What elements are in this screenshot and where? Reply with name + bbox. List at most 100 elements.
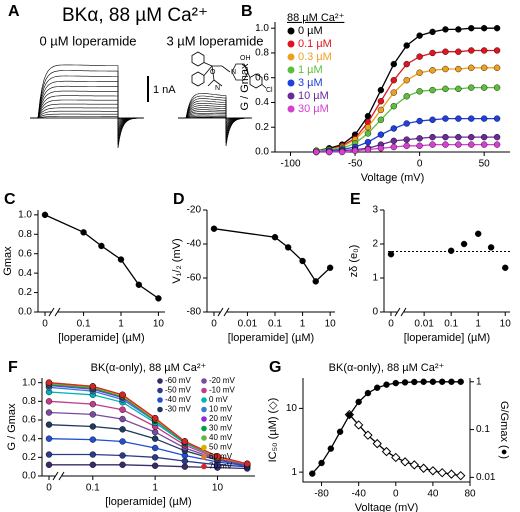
data-point	[480, 24, 488, 32]
y-tick-label: -20	[187, 205, 202, 216]
x-tick-label: 1	[475, 319, 481, 330]
data-point	[446, 469, 457, 479]
y-axis-label: IC₅₀ (µM) (◇)	[267, 398, 279, 463]
data-point	[442, 115, 449, 122]
data-point	[45, 461, 53, 468]
y-tick-label: 0.8	[18, 229, 32, 240]
x-tick-label: -100	[280, 159, 300, 170]
legend-label: -10 mV	[209, 386, 235, 395]
legend-label: 10 µM	[298, 90, 329, 102]
data-point	[377, 145, 385, 152]
data-point	[383, 381, 390, 388]
current-trace	[178, 93, 252, 147]
legend-label: 30 µM	[298, 103, 329, 115]
current-trace	[30, 75, 144, 142]
data-point	[468, 115, 475, 122]
x-tick-label: 0	[211, 319, 217, 330]
x-tick-label: 50	[479, 159, 491, 170]
data-point	[346, 411, 353, 419]
data-point	[468, 24, 475, 32]
legend-marker	[201, 406, 207, 413]
data-point	[363, 430, 373, 440]
data-point	[390, 102, 397, 110]
x-tick-label: -40	[351, 489, 366, 500]
x-tick-label: 0	[42, 319, 48, 330]
x-tick-label: 10	[153, 319, 165, 330]
data-point	[119, 415, 126, 423]
trace-label: 0 µM loperamide	[39, 33, 136, 48]
data-point	[89, 383, 97, 390]
data-point	[377, 106, 385, 114]
legend-label: 0 mV	[209, 395, 228, 404]
x-tick-label: 80	[464, 489, 476, 500]
legend-label: 3 µM	[298, 77, 323, 89]
x-axis-label: Voltage (mV)	[355, 502, 419, 512]
y-tick-label: 0.6	[18, 248, 32, 259]
data-point	[155, 295, 162, 302]
data-point	[468, 133, 475, 141]
data-point	[284, 244, 292, 251]
data-point	[244, 460, 251, 468]
data-point	[493, 84, 501, 91]
data-point	[429, 86, 436, 94]
legend-label: 40 mV	[209, 433, 233, 442]
axis-line	[206, 210, 335, 313]
data-point	[493, 141, 501, 148]
legend-label: 1 µM	[298, 64, 323, 76]
legend-label: 30 mV	[209, 424, 233, 433]
y-tick-label: 3	[372, 205, 378, 216]
data-point	[45, 379, 53, 386]
chart-title: BK(α-only), 88 µM Ca²⁺	[329, 362, 445, 374]
legend-label: 0.3 µM	[298, 51, 332, 63]
data-point	[98, 242, 105, 250]
legend-marker	[287, 27, 295, 35]
x-tick-label: -80	[314, 489, 329, 500]
y-axis-label: zδ (e₀)	[348, 245, 360, 278]
data-point	[214, 453, 221, 460]
x-tick-label: 40	[427, 489, 439, 500]
data-point	[364, 146, 372, 153]
scale-bar-label: 1 nA	[153, 84, 176, 96]
data-point	[416, 69, 423, 76]
data-point	[181, 438, 189, 445]
data-point	[364, 138, 372, 146]
data-point	[364, 124, 372, 131]
data-point	[456, 470, 466, 481]
data-point	[493, 133, 501, 141]
data-point	[390, 60, 397, 68]
data-point	[403, 136, 410, 143]
data-point	[377, 86, 385, 94]
y-axis-label: Gmax	[2, 246, 14, 276]
x-tick-label: -50	[348, 159, 363, 170]
data-point	[392, 379, 399, 387]
y-tick-label: 1	[372, 273, 378, 284]
axis-break	[52, 471, 65, 481]
panel-letter: G	[269, 359, 281, 376]
legend-marker	[201, 378, 207, 384]
legend-label: 50 mV	[209, 443, 233, 452]
data-point	[468, 141, 475, 148]
data-point	[468, 84, 475, 91]
data-point	[480, 141, 488, 148]
y-tick-label: -40	[187, 239, 202, 250]
data-point	[416, 142, 423, 150]
y-tick-label: 0.8	[255, 48, 269, 59]
panel-letter: C	[4, 191, 16, 208]
data-point	[455, 133, 462, 141]
data-point	[351, 147, 359, 154]
legend-marker	[287, 79, 295, 87]
chart-title: BK(α-only), 88 µM Ca²⁺	[91, 362, 207, 374]
data-point	[416, 32, 423, 39]
data-point	[181, 457, 189, 465]
y-axis-label: G / Gmax	[239, 63, 251, 111]
data-point	[416, 117, 423, 125]
data-point	[119, 426, 126, 433]
data-point	[448, 378, 455, 385]
data-point	[309, 470, 316, 477]
legend-marker	[201, 416, 207, 422]
y-tick-label: 1	[291, 467, 297, 478]
x-tick-label: 0	[393, 489, 399, 500]
data-point	[480, 115, 488, 122]
legend-marker	[201, 444, 207, 451]
